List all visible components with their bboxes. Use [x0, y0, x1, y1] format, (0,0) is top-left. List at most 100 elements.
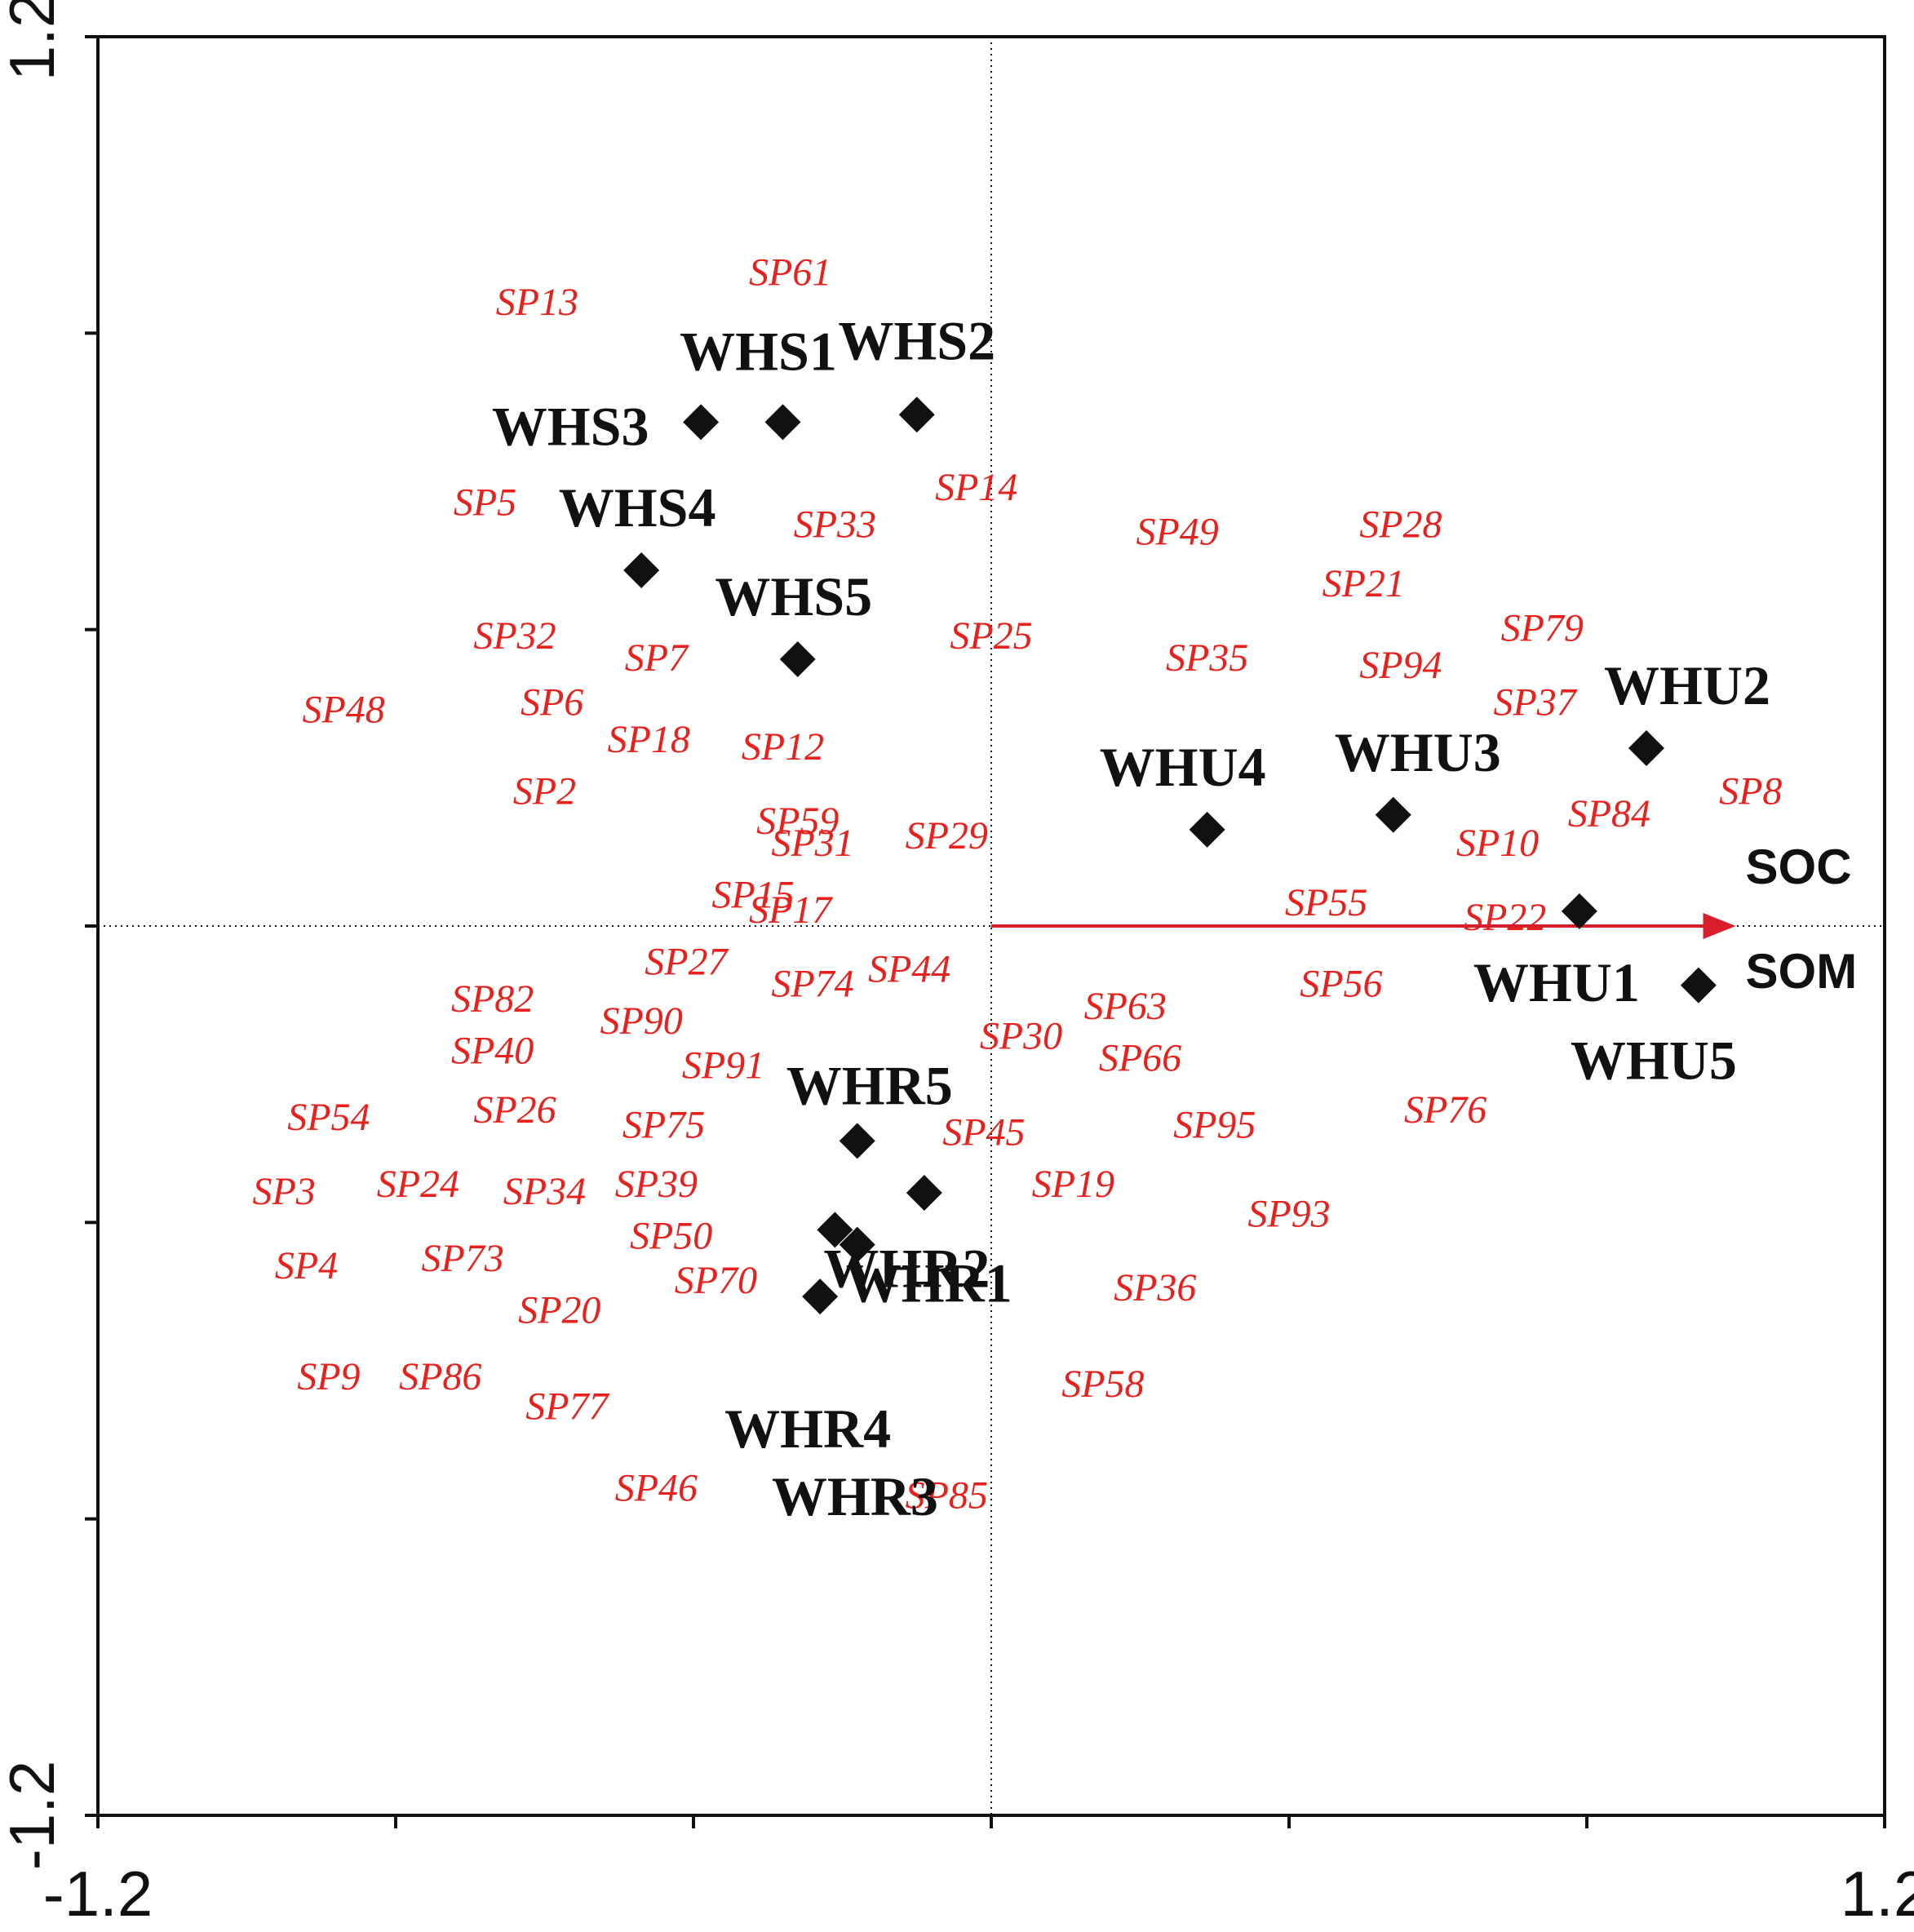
sample-marker-whs1 [764, 404, 801, 441]
env-label-som: SOM [1746, 944, 1858, 999]
species-label-sp85: SP85 [906, 1473, 988, 1517]
sample-marker-whu4 [1189, 811, 1225, 848]
species-label-sp9: SP9 [297, 1355, 360, 1398]
species-label-sp86: SP86 [399, 1355, 481, 1398]
species-label-sp15: SP15 [711, 874, 794, 917]
species-label-sp12: SP12 [742, 725, 824, 769]
species-label-sp61: SP61 [749, 251, 831, 295]
species-label-sp95: SP95 [1173, 1103, 1256, 1146]
species-label-sp25: SP25 [950, 614, 1032, 658]
species-label-sp49: SP49 [1136, 511, 1218, 554]
sample-marker-whr4 [802, 1278, 839, 1315]
sample-marker-whr1 [839, 1226, 875, 1263]
species-label-sp44: SP44 [868, 948, 950, 991]
environment-vectors: SOC SOM [991, 840, 1857, 999]
sample-marker-whr3 [906, 1175, 942, 1211]
species-label-sp26: SP26 [473, 1088, 556, 1132]
sample-label-whu4: WHU4 [1100, 736, 1266, 798]
sample-marker-whu3 [1375, 796, 1411, 833]
species-label-sp30: SP30 [980, 1014, 1062, 1057]
species-label-sp56: SP56 [1300, 963, 1382, 1006]
sample-marker-whs3 [683, 404, 720, 441]
species-label-sp37: SP37 [1493, 681, 1577, 724]
sample-label-whu5: WHU5 [1571, 1030, 1737, 1092]
species-label-sp21: SP21 [1323, 562, 1405, 605]
species-label-sp93: SP93 [1247, 1192, 1330, 1235]
species-label-sp75: SP75 [622, 1103, 705, 1146]
y-tick-label-min: -1.2 [0, 1761, 68, 1870]
species-label-sp3: SP3 [252, 1170, 315, 1213]
sample-label-whs4: WHS4 [559, 476, 716, 538]
species-label-sp36: SP36 [1114, 1266, 1196, 1309]
sample-marker-whu5 [1680, 967, 1717, 1004]
sample-label-whu2: WHU2 [1604, 654, 1770, 716]
x-tick-label-min: -1.2 [43, 1858, 153, 1930]
species-label-sp58: SP58 [1061, 1363, 1144, 1406]
species-label-sp31: SP31 [771, 822, 853, 865]
sample-label-whs3: WHS3 [492, 395, 649, 457]
species-label-sp4: SP4 [275, 1244, 338, 1287]
env-label-soc: SOC [1746, 840, 1852, 894]
species-label-sp45: SP45 [942, 1110, 1025, 1154]
species-label-sp13: SP13 [496, 281, 578, 324]
species-label-sp55: SP55 [1285, 881, 1367, 924]
species-label-sp79: SP79 [1501, 607, 1584, 650]
species-label-sp2: SP2 [513, 770, 576, 813]
species-label-sp76: SP76 [1404, 1088, 1486, 1132]
species-label-sp20: SP20 [518, 1288, 600, 1332]
species-label-sp48: SP48 [302, 689, 384, 732]
sample-label-whr1: WHR1 [846, 1252, 1012, 1314]
species-label-sp27: SP27 [645, 940, 729, 983]
species-labels: SP2 SP3 SP4 SP5 SP6 SP7 SP8 SP9 SP10 SP12 SP13 SP14… [252, 251, 1782, 1518]
species-label-sp84: SP84 [1568, 792, 1650, 835]
sample-label-whr2: WHR2 [823, 1237, 990, 1299]
species-label-sp22: SP22 [1464, 896, 1546, 939]
species-label-sp82: SP82 [451, 977, 534, 1021]
species-label-sp66: SP66 [1099, 1037, 1181, 1080]
species-label-sp10: SP10 [1456, 822, 1539, 865]
species-label-sp35: SP35 [1166, 636, 1248, 680]
sample-label-whu3: WHU3 [1335, 721, 1501, 783]
sample-marker-whs4 [623, 552, 660, 588]
species-label-sp77: SP77 [525, 1385, 609, 1428]
species-label-sp59: SP59 [756, 800, 839, 843]
sample-marker-whu2 [1628, 730, 1664, 766]
sample-label-whs2: WHS2 [838, 309, 995, 371]
sample-label-whu1: WHU1 [1473, 951, 1640, 1013]
sample-label-whr3: WHR3 [772, 1465, 938, 1527]
sample-label-whr4: WHR4 [724, 1398, 891, 1460]
x-tick-label-max: 1.2 [1841, 1858, 1914, 1930]
species-label-sp74: SP74 [771, 963, 853, 1006]
species-label-sp8: SP8 [1719, 770, 1782, 813]
species-label-sp24: SP24 [377, 1163, 459, 1206]
species-label-sp50: SP50 [630, 1215, 712, 1258]
sample-label-whr5: WHR5 [786, 1054, 953, 1116]
species-label-sp54: SP54 [287, 1096, 370, 1139]
species-label-sp18: SP18 [608, 718, 690, 761]
species-label-sp14: SP14 [935, 466, 1017, 509]
species-label-sp90: SP90 [600, 999, 682, 1043]
species-label-sp19: SP19 [1032, 1163, 1114, 1206]
species-label-sp70: SP70 [675, 1259, 757, 1302]
sample-marker-whs5 [779, 641, 816, 677]
species-label-sp91: SP91 [682, 1044, 764, 1088]
sample-marker-whu1 [1561, 893, 1597, 929]
sample-points: WHS1 WHS2 WHS3 WHS4 WHS5 WHU1 WHU2 WHU3 WHU4 WHU5… [492, 309, 1770, 1527]
species-label-sp94: SP94 [1359, 644, 1442, 687]
sample-marker-whs2 [898, 397, 935, 433]
species-label-sp29: SP29 [906, 814, 988, 857]
species-label-sp6: SP6 [521, 681, 583, 724]
species-label-sp33: SP33 [794, 503, 876, 547]
species-label-sp34: SP34 [503, 1170, 586, 1213]
species-label-sp17: SP17 [749, 888, 833, 932]
species-label-sp32: SP32 [473, 614, 556, 658]
species-label-sp39: SP39 [615, 1163, 698, 1206]
y-tick-label-max: 1.2 [0, 0, 68, 81]
sample-label-whs1: WHS1 [680, 320, 837, 382]
species-label-sp46: SP46 [615, 1466, 698, 1509]
species-label-sp28: SP28 [1359, 503, 1442, 547]
sample-label-whs5: WHS5 [715, 565, 872, 627]
sample-marker-whr5 [839, 1123, 875, 1159]
species-label-sp5: SP5 [454, 481, 516, 524]
